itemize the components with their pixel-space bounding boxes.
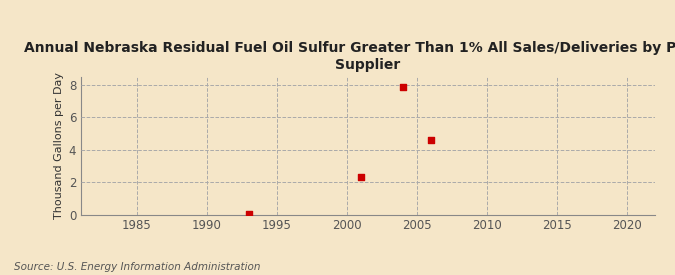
Point	[356, 175, 367, 180]
Point	[425, 138, 436, 142]
Point	[244, 211, 254, 216]
Text: Source: U.S. Energy Information Administration: Source: U.S. Energy Information Administ…	[14, 262, 260, 272]
Title: Annual Nebraska Residual Fuel Oil Sulfur Greater Than 1% All Sales/Deliveries by: Annual Nebraska Residual Fuel Oil Sulfur…	[24, 42, 675, 72]
Y-axis label: Thousand Gallons per Day: Thousand Gallons per Day	[55, 72, 65, 219]
Point	[398, 85, 408, 89]
